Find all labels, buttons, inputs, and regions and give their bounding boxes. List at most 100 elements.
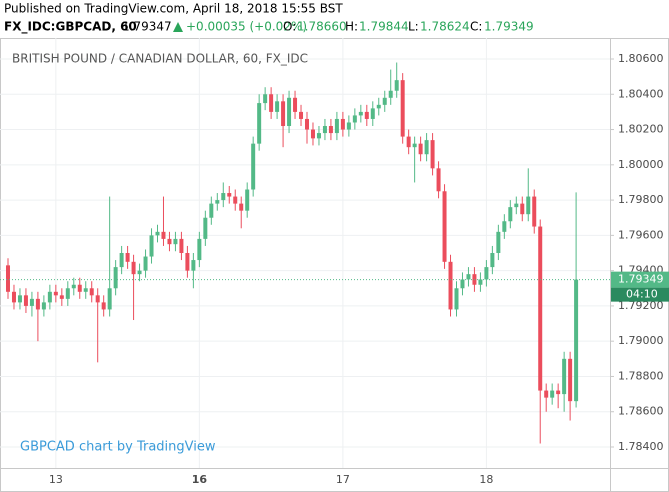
candle-body (275, 101, 280, 112)
y-tick-label: 1.79000 (618, 334, 664, 347)
x-tick-label: 13 (49, 473, 63, 486)
countdown-box (611, 287, 669, 302)
candle-body (149, 235, 154, 257)
candle-body (502, 221, 507, 232)
candle-body (107, 288, 112, 310)
high-value: 1.79844 (359, 20, 409, 34)
candle-body (364, 111, 369, 119)
candle-body (454, 288, 459, 310)
candle-body (400, 80, 405, 137)
change: +0.00035 (+0.02%) (186, 20, 307, 34)
credit: GBPCAD chart by TradingView (20, 440, 216, 455)
candle-body (568, 358, 573, 402)
y-tick-label: 1.78400 (618, 440, 664, 453)
candle-body (496, 231, 501, 253)
candle-body (197, 238, 202, 261)
candle-body (299, 111, 304, 119)
candle-body (334, 118, 339, 134)
candle-body (424, 140, 429, 155)
candle-body (430, 140, 435, 169)
candle-body (406, 136, 411, 148)
published-note: Published on TradingView.com, April 18, … (4, 2, 343, 16)
high-label: H: (345, 20, 358, 34)
last-price-box (611, 271, 669, 288)
y-tick-label: 1.80200 (618, 123, 664, 136)
close-label: C: (470, 20, 482, 34)
candle-body (233, 196, 238, 204)
close-value: 1.79349 (484, 20, 534, 34)
candle-body (119, 253, 124, 268)
candle-body (29, 298, 34, 306)
candle-body (514, 203, 519, 208)
candle-body (544, 390, 549, 398)
candle-body (287, 97, 292, 127)
candle-body (526, 196, 531, 215)
candle-body (442, 191, 447, 262)
y-tick-label: 1.79200 (618, 299, 664, 312)
chart-title: BRITISH POUND / CANADIAN DOLLAR, 60, FX_… (12, 52, 308, 66)
price-axis: 1.784001.786001.788001.790001.792001.794… (49, 52, 669, 486)
candle-body (358, 111, 363, 116)
candle-body (131, 261, 136, 275)
candle-body (65, 288, 70, 299)
candle-body (155, 231, 160, 236)
candle-body (143, 256, 148, 271)
candle-body (370, 108, 375, 119)
candle-body (293, 97, 298, 112)
candle-body (490, 253, 495, 268)
candle-body (322, 126, 327, 134)
candle-body (346, 122, 351, 130)
x-tick-label: 18 (479, 473, 493, 486)
candle-body (77, 284, 82, 292)
candle-body (484, 267, 489, 280)
candle-body (257, 103, 262, 144)
candle-body (310, 129, 315, 139)
candle-body (394, 80, 399, 91)
candle-body (538, 226, 543, 391)
candle-body (305, 118, 309, 130)
candle-body (316, 133, 321, 139)
low-label: L: (408, 20, 419, 34)
up-arrow (173, 22, 183, 32)
grid (0, 38, 610, 468)
y-tick-label: 1.79800 (618, 193, 664, 206)
candle-body (161, 231, 166, 239)
candle-body (221, 193, 226, 201)
y-tick-label: 1.80400 (618, 87, 664, 100)
candle-body (83, 288, 88, 292)
candle-body (101, 302, 106, 310)
candle-body (550, 390, 555, 398)
last-price-label: 1.79349 (618, 273, 664, 286)
x-tick-label: 16 (192, 473, 208, 486)
candle-body (185, 253, 190, 271)
candle-body (340, 118, 345, 130)
candle-body (352, 115, 357, 123)
open-value: 1.78660 (297, 20, 347, 34)
candle-body (17, 295, 22, 303)
candle-body (173, 238, 178, 245)
candle-body (209, 203, 214, 218)
candle-body (574, 279, 579, 402)
candle-body (478, 279, 483, 285)
candle-body (412, 143, 417, 148)
candle-body (281, 101, 286, 127)
candle-body (203, 217, 208, 239)
y-tick-label: 1.80000 (618, 158, 664, 171)
candle-body (23, 295, 28, 306)
candle-body (6, 265, 10, 292)
candle-body (35, 298, 40, 310)
candle-body (215, 200, 220, 204)
candle-body (382, 97, 387, 105)
candle-body (179, 238, 184, 253)
candle-body (125, 253, 130, 262)
candle-body (11, 291, 16, 303)
candle-body (191, 260, 196, 271)
candle-body (59, 295, 64, 299)
candle-body (47, 291, 52, 303)
candle-body (328, 126, 333, 134)
candle-body (388, 90, 393, 98)
candle-body (508, 207, 513, 222)
